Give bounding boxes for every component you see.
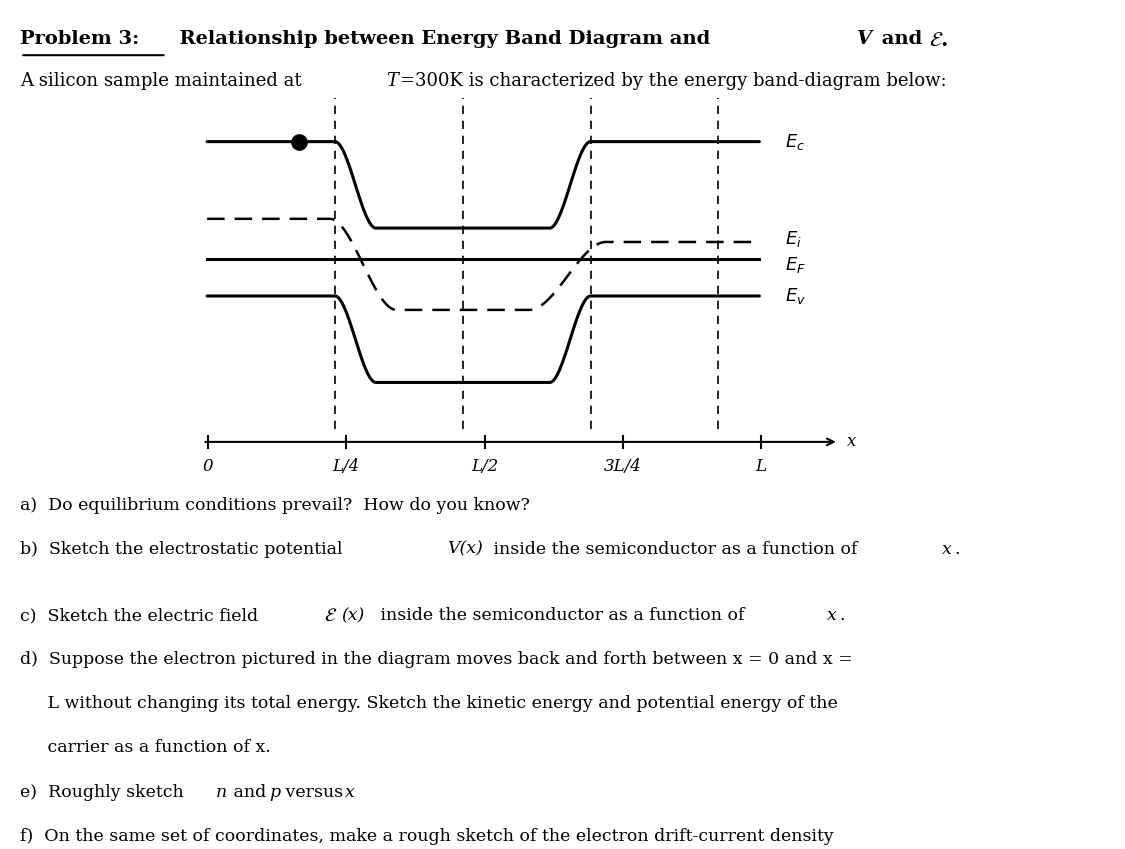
Text: $E_v$: $E_v$ [785, 286, 806, 306]
Text: x: x [847, 433, 856, 451]
Text: L/2: L/2 [471, 458, 498, 475]
Text: $\mathcal{E}$.: $\mathcal{E}$. [929, 30, 948, 50]
Text: b)  Sketch the electrostatic potential: b) Sketch the electrostatic potential [20, 541, 349, 558]
Text: p: p [269, 784, 280, 801]
Text: versus: versus [280, 784, 349, 801]
Text: d)  Suppose the electron pictured in the diagram moves back and forth between x : d) Suppose the electron pictured in the … [20, 651, 853, 668]
Text: =300K is characterized by the energy band-diagram below:: =300K is characterized by the energy ban… [400, 72, 947, 90]
Text: f)  On the same set of coordinates, make a rough sketch of the electron drift-cu: f) On the same set of coordinates, make … [20, 828, 834, 845]
Text: and: and [228, 784, 272, 801]
Text: n: n [216, 784, 227, 801]
Text: $E_c$: $E_c$ [785, 132, 806, 152]
Text: V(x): V(x) [447, 541, 483, 558]
Text: A silicon sample maintained at: A silicon sample maintained at [20, 72, 307, 90]
Text: L: L [756, 458, 767, 475]
Text: and: and [875, 30, 929, 48]
Text: V: V [857, 30, 872, 48]
Text: $E_F$: $E_F$ [785, 255, 806, 275]
Text: inside the semiconductor as a function of: inside the semiconductor as a function o… [488, 541, 863, 558]
Text: (x): (x) [341, 607, 364, 624]
Text: a)  Do equilibrium conditions prevail?  How do you know?: a) Do equilibrium conditions prevail? Ho… [20, 497, 530, 514]
Text: .: . [954, 541, 960, 558]
Text: Relationship between Energy Band Diagram and: Relationship between Energy Band Diagram… [166, 30, 718, 48]
Text: inside the semiconductor as a function of: inside the semiconductor as a function o… [375, 607, 749, 624]
Text: $E_i$: $E_i$ [785, 229, 802, 249]
Text: $\mathcal{E}$: $\mathcal{E}$ [324, 607, 338, 625]
Text: x: x [827, 607, 837, 624]
Text: T: T [386, 72, 398, 90]
Text: Problem 3:: Problem 3: [20, 30, 140, 48]
Text: x: x [345, 784, 356, 801]
Text: L without changing its total energy. Sketch the kinetic energy and potential ene: L without changing its total energy. Ske… [20, 695, 838, 712]
Text: 3L/4: 3L/4 [604, 458, 642, 475]
Text: L/4: L/4 [333, 458, 360, 475]
Text: c)  Sketch the electric field: c) Sketch the electric field [20, 607, 264, 624]
Text: .: . [839, 607, 845, 624]
Text: e)  Roughly sketch: e) Roughly sketch [20, 784, 189, 801]
Text: 0: 0 [202, 458, 214, 475]
Text: x: x [942, 541, 952, 558]
Text: carrier as a function of x.: carrier as a function of x. [20, 739, 271, 756]
